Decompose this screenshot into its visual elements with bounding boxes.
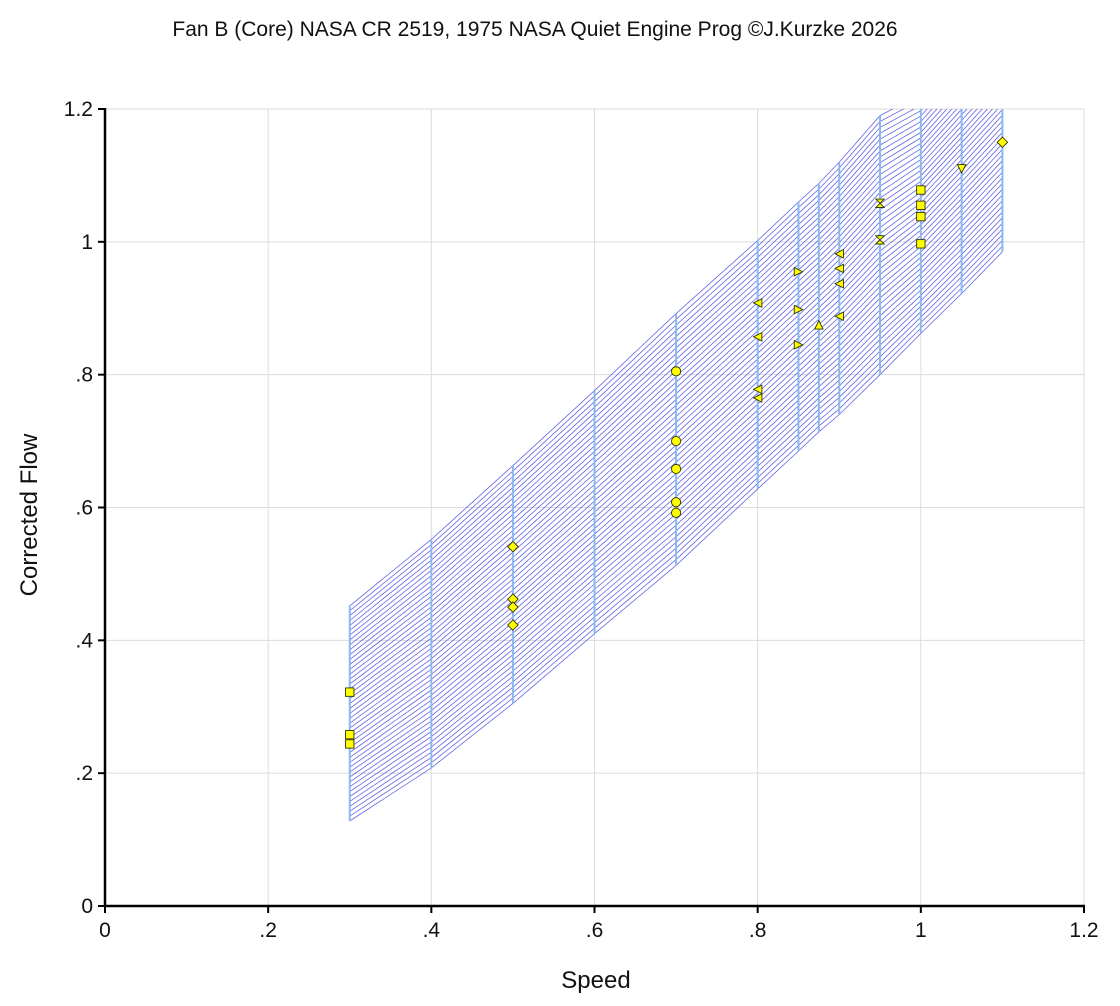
x-tick-labels: 0 .2 .4 .6 .8 1 1.2 xyxy=(99,919,1098,942)
speed-lines xyxy=(348,109,1004,821)
x-tick-label: .8 xyxy=(749,919,767,942)
data-point xyxy=(345,739,355,749)
data-point xyxy=(916,211,926,222)
y-tick-label: 0 xyxy=(81,895,93,918)
y-tick-label: 1.2 xyxy=(64,98,93,121)
y-tick-label: .2 xyxy=(75,762,93,785)
data-point xyxy=(671,436,682,447)
x-tick-label: 0 xyxy=(99,919,111,942)
data-point xyxy=(752,392,763,403)
data-point xyxy=(507,540,519,553)
data-point xyxy=(834,278,844,289)
data-point xyxy=(834,311,844,322)
data-point xyxy=(752,331,763,342)
data-point xyxy=(671,507,682,518)
y-tick-label: .4 xyxy=(75,629,93,652)
x-tick-label: 1 xyxy=(915,919,927,942)
data-point xyxy=(507,601,519,613)
y-tick-label: 1 xyxy=(81,231,93,254)
data-point xyxy=(813,319,824,330)
x-tick-label: .2 xyxy=(259,919,277,942)
data-point xyxy=(916,200,926,210)
data-points xyxy=(345,136,1009,749)
data-point xyxy=(793,304,804,315)
data-point xyxy=(916,185,926,195)
data-point xyxy=(996,136,1009,149)
data-point xyxy=(793,339,804,350)
data-point xyxy=(834,248,844,259)
data-point xyxy=(345,729,355,740)
speed-line-group xyxy=(348,109,1004,821)
data-point xyxy=(834,263,844,274)
x-tick-label: .6 xyxy=(586,919,604,942)
y-tick-label: .6 xyxy=(75,497,93,520)
data-point xyxy=(874,198,886,208)
y-tick-label: .8 xyxy=(75,364,93,387)
data-point xyxy=(793,266,804,277)
axes xyxy=(98,108,1085,913)
data-point xyxy=(671,366,682,377)
data-point xyxy=(345,687,355,697)
x-tick-label: .4 xyxy=(423,919,441,942)
data-point xyxy=(752,384,763,395)
chart-title: Fan B (Core) NASA CR 2519, 1975 NASA Qui… xyxy=(172,18,898,41)
y-axis-title: Corrected Flow xyxy=(16,433,43,596)
y-tick-labels: 0 .2 .4 .6 .8 1 1.2 xyxy=(64,98,94,918)
data-point xyxy=(507,619,519,631)
x-axis-title: Speed xyxy=(561,967,630,994)
data-point xyxy=(671,497,682,508)
data-point xyxy=(916,239,926,249)
x-tick-label: 1.2 xyxy=(1069,919,1098,942)
data-point xyxy=(671,463,682,475)
data-point xyxy=(874,235,886,245)
data-point xyxy=(956,164,967,174)
data-point xyxy=(752,298,763,308)
